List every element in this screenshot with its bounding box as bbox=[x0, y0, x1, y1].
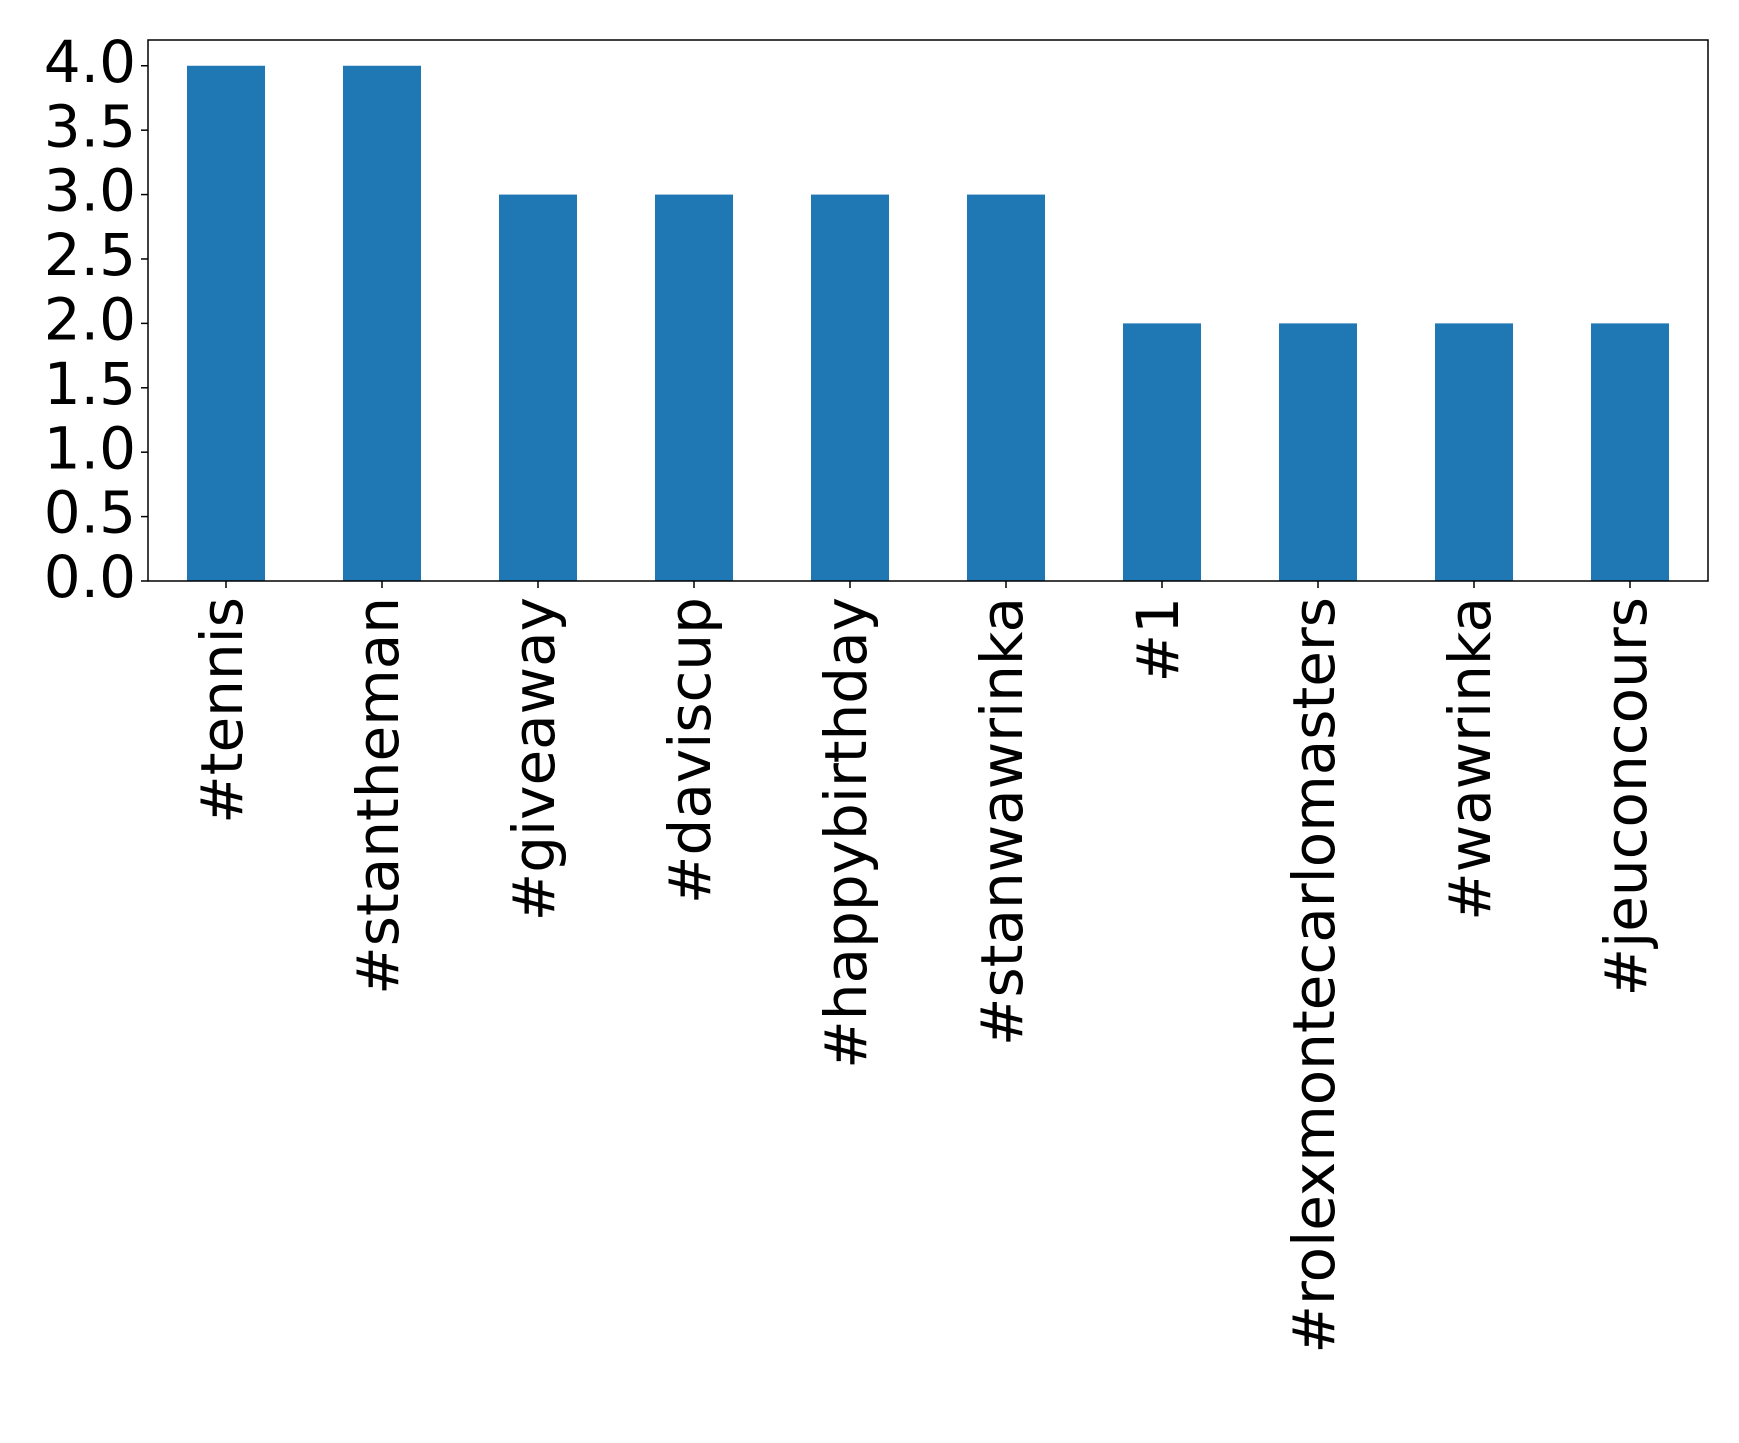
bar bbox=[499, 194, 577, 582]
bar bbox=[811, 194, 889, 582]
plot-frame bbox=[147, 39, 1709, 582]
x-tick-label: #rolexmontecarlomasters bbox=[1280, 597, 1348, 1354]
x-tick-label: #wawrinka bbox=[1436, 597, 1504, 921]
y-tick-label: 1.0 bbox=[44, 414, 136, 482]
bar bbox=[1279, 323, 1357, 581]
x-tick-label: #stantheman bbox=[344, 597, 412, 995]
y-tick-label: 0.0 bbox=[44, 543, 136, 611]
y-tick-label: 1.5 bbox=[44, 350, 136, 418]
x-tick-label: #jeuconcours bbox=[1592, 597, 1660, 997]
y-tick-label: 0.5 bbox=[44, 479, 136, 547]
x-tick-label: #tennis bbox=[188, 597, 256, 824]
x-tick-label: #daviscup bbox=[656, 597, 724, 904]
x-tick-label: #giveaway bbox=[500, 597, 568, 921]
bar bbox=[967, 194, 1045, 582]
y-tick-label: 2.0 bbox=[44, 285, 136, 353]
x-tick-label: #1 bbox=[1124, 597, 1192, 683]
y-tick-label: 4.0 bbox=[44, 28, 136, 96]
x-tick-label: #happybirthday bbox=[812, 597, 880, 1069]
bar bbox=[1435, 323, 1513, 581]
x-tick-label: #stanwawrinka bbox=[968, 597, 1036, 1046]
y-tick-label: 2.5 bbox=[44, 221, 136, 289]
y-tick-label: 3.5 bbox=[44, 92, 136, 160]
bar bbox=[187, 65, 265, 581]
bar bbox=[1591, 323, 1669, 581]
bar bbox=[655, 194, 733, 582]
bar bbox=[1123, 323, 1201, 581]
y-tick-label: 3.0 bbox=[44, 157, 136, 225]
bar bbox=[343, 65, 421, 581]
